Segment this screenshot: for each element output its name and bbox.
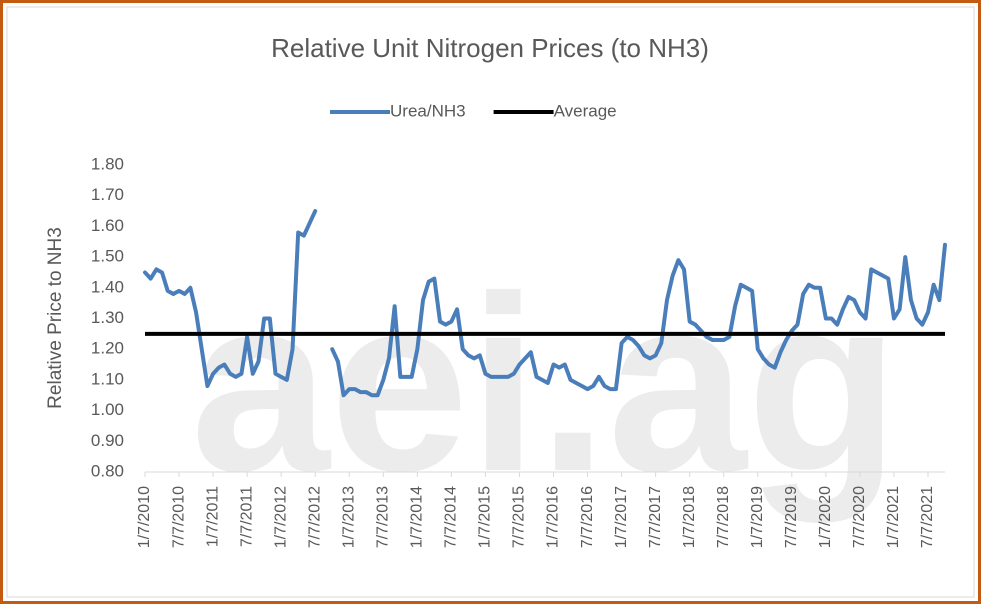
x-tick-label: 1/7/2014 bbox=[409, 486, 426, 548]
x-tick-label: 7/7/2012 bbox=[306, 486, 323, 548]
inner-frame bbox=[6, 6, 975, 598]
x-tick-label: 7/7/2014 bbox=[443, 486, 460, 548]
y-tick-label: 0.80 bbox=[91, 461, 124, 480]
x-tick-label: 7/7/2010 bbox=[170, 486, 187, 548]
y-axis-label: Relative Price to NH3 bbox=[45, 227, 66, 409]
x-tick-label: 1/7/2018 bbox=[681, 486, 698, 548]
y-tick-label: 1.70 bbox=[91, 185, 124, 204]
x-tick-label: 1/7/2017 bbox=[613, 486, 630, 548]
legend-label: Urea/NH3 bbox=[390, 101, 466, 120]
chart-title: Relative Unit Nitrogen Prices (to NH3) bbox=[271, 33, 709, 63]
x-tick-label: 1/7/2019 bbox=[749, 486, 766, 548]
x-tick-label: 1/7/2012 bbox=[272, 486, 289, 548]
legend-label: Average bbox=[554, 101, 617, 120]
x-tick-label: 7/7/2017 bbox=[647, 486, 664, 548]
y-tick-label: 1.40 bbox=[91, 277, 124, 296]
x-tick-label: 7/7/2011 bbox=[238, 486, 255, 547]
x-tick-label: 1/7/2010 bbox=[136, 486, 153, 548]
x-tick-label: 7/7/2021 bbox=[919, 486, 936, 548]
y-tick-label: 1.20 bbox=[91, 339, 124, 358]
y-tick-label: 1.60 bbox=[91, 216, 124, 235]
x-tick-label: 1/7/2020 bbox=[817, 486, 834, 548]
y-tick-label: 1.80 bbox=[91, 154, 124, 173]
x-tick-label: 7/7/2018 bbox=[715, 486, 732, 548]
x-tick-label: 7/7/2016 bbox=[579, 486, 596, 548]
y-tick-label: 1.00 bbox=[91, 400, 124, 419]
line-series bbox=[143, 209, 947, 398]
x-tick-label: 7/7/2019 bbox=[783, 486, 800, 548]
x-tick-label: 7/7/2013 bbox=[375, 486, 392, 548]
y-tick-label: 1.50 bbox=[91, 247, 124, 266]
x-tick-label: 1/7/2021 bbox=[885, 486, 902, 548]
x-tick-label: 1/7/2016 bbox=[545, 486, 562, 548]
y-tick-label: 1.10 bbox=[91, 369, 124, 388]
x-tick-label: 1/7/2013 bbox=[340, 486, 357, 548]
x-tick-label: 7/7/2015 bbox=[511, 486, 528, 548]
x-tick-label: 7/7/2020 bbox=[851, 486, 868, 548]
y-tick-label: 0.90 bbox=[91, 431, 124, 450]
x-tick-label: 1/7/2011 bbox=[204, 486, 221, 547]
legend: Urea/NH3 Average bbox=[330, 101, 617, 120]
x-tick-label: 1/7/2015 bbox=[477, 486, 494, 548]
y-tick-label: 1.30 bbox=[91, 308, 124, 327]
